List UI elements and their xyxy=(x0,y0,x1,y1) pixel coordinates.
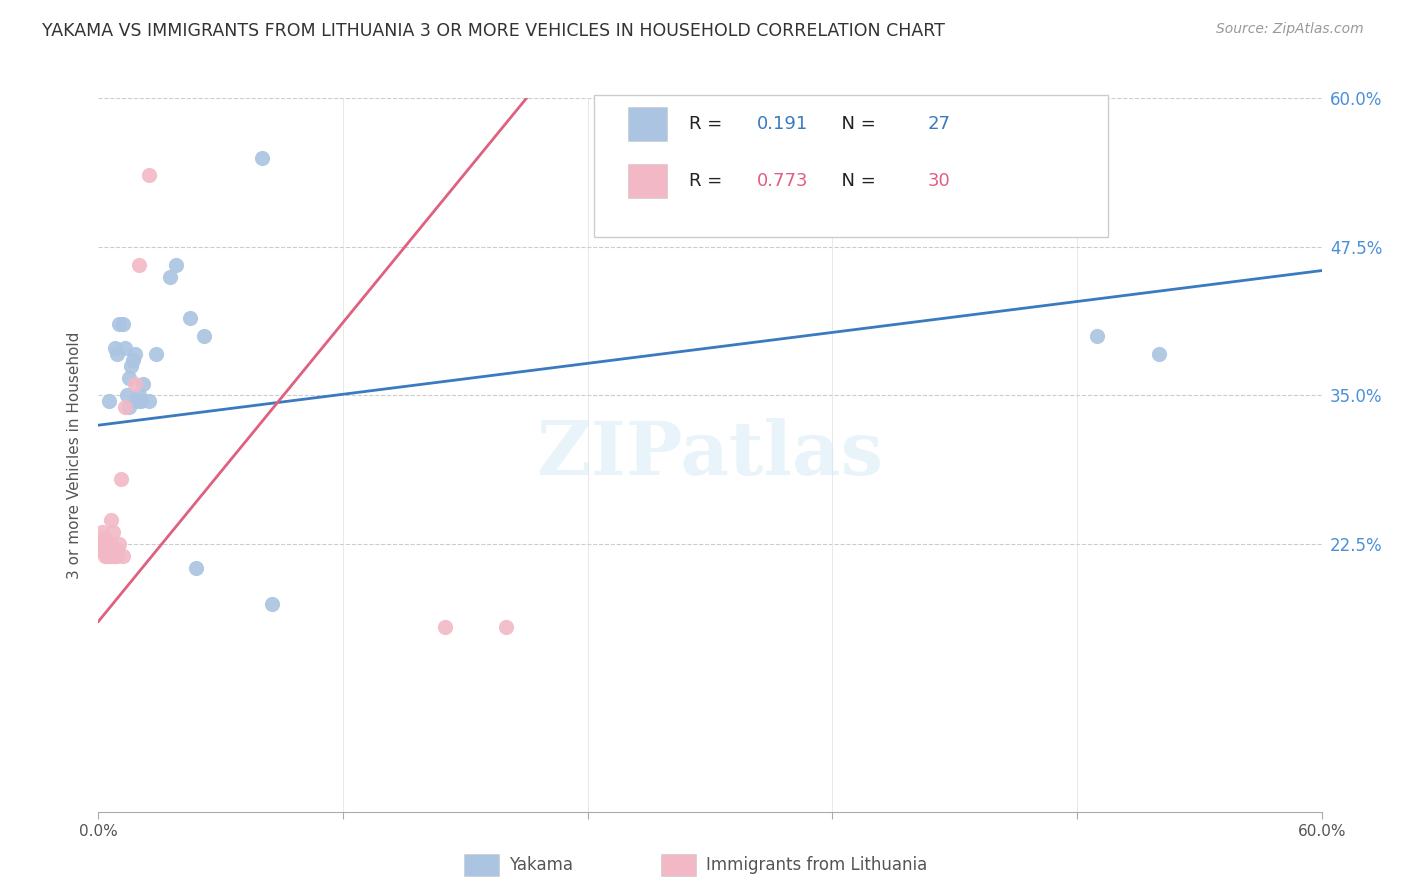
Point xyxy=(250,151,273,165)
Point xyxy=(105,347,128,361)
Point xyxy=(127,394,149,409)
Point xyxy=(159,269,181,284)
Text: Yakama: Yakama xyxy=(509,856,574,874)
Point xyxy=(124,347,146,361)
Text: YAKAMA VS IMMIGRANTS FROM LITHUANIA 3 OR MORE VEHICLES IN HOUSEHOLD CORRELATION : YAKAMA VS IMMIGRANTS FROM LITHUANIA 3 OR… xyxy=(42,22,945,40)
Point xyxy=(96,549,118,563)
Point xyxy=(129,394,152,409)
Point xyxy=(110,472,132,486)
Point xyxy=(96,537,118,551)
Point xyxy=(1147,347,1170,361)
Point xyxy=(434,620,457,634)
Text: R =: R = xyxy=(689,115,728,133)
Point xyxy=(186,561,208,575)
Point xyxy=(495,620,517,634)
Point xyxy=(114,341,136,355)
Point xyxy=(97,549,120,563)
Point xyxy=(193,329,215,343)
Text: 0.773: 0.773 xyxy=(756,172,808,190)
Point xyxy=(104,549,127,563)
FancyBboxPatch shape xyxy=(593,95,1108,237)
Point xyxy=(122,352,145,367)
Point xyxy=(91,525,114,540)
Text: R =: R = xyxy=(689,172,728,190)
Text: 30: 30 xyxy=(928,172,950,190)
Point xyxy=(91,543,114,558)
Point xyxy=(145,347,167,361)
Point xyxy=(93,543,115,558)
Point xyxy=(118,401,141,415)
Point xyxy=(165,258,187,272)
Point xyxy=(97,549,120,563)
Point xyxy=(128,388,150,402)
Y-axis label: 3 or more Vehicles in Household: 3 or more Vehicles in Household xyxy=(67,331,83,579)
Point xyxy=(111,549,134,563)
Point xyxy=(93,531,115,545)
Text: Immigrants from Lithuania: Immigrants from Lithuania xyxy=(706,856,927,874)
Point xyxy=(128,258,150,272)
Bar xyxy=(628,107,668,141)
Text: N =: N = xyxy=(830,172,882,190)
Point xyxy=(138,169,160,183)
Point xyxy=(101,525,124,540)
Point xyxy=(138,394,160,409)
Text: ZIPatlas: ZIPatlas xyxy=(537,418,883,491)
Point xyxy=(260,597,283,611)
Point xyxy=(132,376,155,391)
Point xyxy=(120,359,142,373)
Point xyxy=(89,537,111,551)
Point xyxy=(96,543,118,558)
Point xyxy=(115,388,138,402)
Point xyxy=(108,537,131,551)
Text: Source: ZipAtlas.com: Source: ZipAtlas.com xyxy=(1216,22,1364,37)
Point xyxy=(105,543,128,558)
Point xyxy=(1085,329,1108,343)
Point xyxy=(124,376,146,391)
Point xyxy=(104,341,127,355)
Point xyxy=(97,394,120,409)
Point xyxy=(100,549,122,563)
Point xyxy=(101,549,124,563)
Text: 27: 27 xyxy=(928,115,950,133)
Point xyxy=(118,370,141,384)
Text: N =: N = xyxy=(830,115,882,133)
Point xyxy=(97,543,120,558)
Point xyxy=(93,549,115,563)
Point xyxy=(100,543,122,558)
Bar xyxy=(628,164,668,198)
Point xyxy=(100,513,122,527)
Point xyxy=(105,549,128,563)
Text: 0.191: 0.191 xyxy=(756,115,808,133)
Point xyxy=(114,401,136,415)
Point xyxy=(100,537,122,551)
Point xyxy=(179,311,201,326)
Point xyxy=(111,317,134,331)
Point xyxy=(108,317,131,331)
